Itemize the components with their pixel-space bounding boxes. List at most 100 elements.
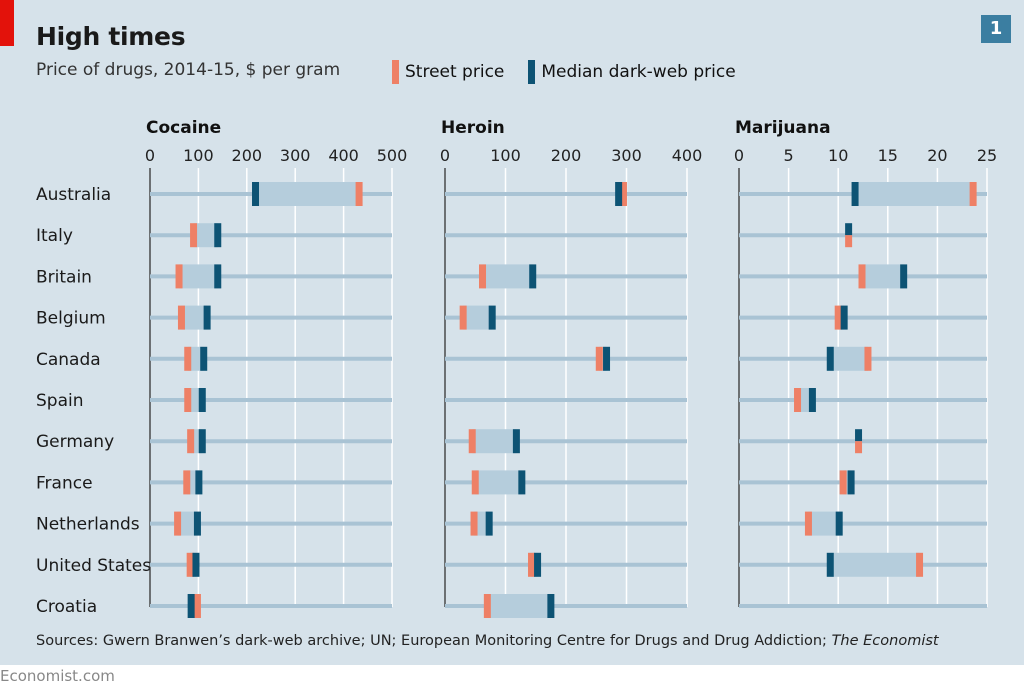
darkweb-marker xyxy=(198,429,206,454)
darkweb-marker xyxy=(252,182,260,206)
tick-label: 100 xyxy=(490,146,521,165)
street-marker xyxy=(834,305,842,330)
street-marker xyxy=(184,388,192,412)
darkweb-marker xyxy=(851,182,859,206)
chart-subtitle: Price of drugs, 2014-15, $ per gram xyxy=(36,60,341,80)
legend-street: Street price xyxy=(392,60,504,84)
panel-title: Cocaine xyxy=(146,118,221,138)
source-note: Sources: Gwern Branwen’s dark-web archiv… xyxy=(36,633,939,649)
darkweb-marker xyxy=(518,470,526,495)
range-bar xyxy=(190,429,203,454)
street-marker xyxy=(183,470,191,495)
darkweb-marker xyxy=(840,305,848,330)
darkweb-marker xyxy=(808,388,816,412)
darkweb-marker xyxy=(485,511,493,536)
darkweb-marker xyxy=(203,305,211,330)
darkweb-marker xyxy=(192,552,200,577)
tick-label: 5 xyxy=(784,146,794,165)
range-bar xyxy=(482,264,533,289)
country-label: United States xyxy=(36,556,151,576)
range-bar xyxy=(862,264,904,289)
range-bar xyxy=(797,388,813,412)
tick-label: 200 xyxy=(551,146,582,165)
country-label: France xyxy=(36,473,93,493)
darkweb-marker xyxy=(547,594,555,618)
panel-title: Marijuana xyxy=(735,118,831,138)
country-label: Germany xyxy=(36,432,114,452)
tick-label: 300 xyxy=(611,146,642,165)
chart-title: High times xyxy=(36,22,186,51)
tick-label: 500 xyxy=(377,146,408,165)
range-bar xyxy=(843,470,852,495)
tick-label: 15 xyxy=(878,146,898,165)
darkweb-marker xyxy=(195,470,203,495)
street-marker xyxy=(916,552,924,577)
street-marker xyxy=(845,235,853,248)
tick-label: 0 xyxy=(440,146,450,165)
legend-street-swatch xyxy=(392,60,399,84)
darkweb-marker xyxy=(187,594,195,618)
range-bar xyxy=(599,346,607,371)
street-marker xyxy=(804,511,812,536)
darkweb-marker xyxy=(488,305,496,330)
street-marker xyxy=(355,182,363,206)
darkweb-marker xyxy=(615,182,623,206)
darkweb-marker xyxy=(826,346,834,371)
tick-label: 25 xyxy=(977,146,997,165)
range-bar xyxy=(830,552,920,577)
range-bar xyxy=(193,223,218,248)
country-label: Britain xyxy=(36,267,92,287)
street-marker xyxy=(187,429,195,454)
tick-label: 0 xyxy=(145,146,155,165)
darkweb-marker xyxy=(847,470,855,495)
street-marker xyxy=(190,223,198,248)
range-bar xyxy=(181,305,208,330)
street-marker xyxy=(186,552,194,577)
darkweb-marker xyxy=(512,429,520,454)
street-marker xyxy=(528,552,536,577)
darkweb-marker xyxy=(214,264,222,289)
street-marker xyxy=(468,429,476,454)
footer-credit: Economist.com xyxy=(0,667,115,685)
tick-label: 300 xyxy=(280,146,311,165)
range-bar xyxy=(830,346,868,371)
darkweb-marker xyxy=(534,552,542,577)
range-bar xyxy=(855,182,974,206)
range-bar xyxy=(179,264,218,289)
legend: Street price Median dark-web price xyxy=(392,60,760,84)
darkweb-marker xyxy=(214,223,222,248)
legend-darkweb: Median dark-web price xyxy=(528,60,736,84)
street-marker xyxy=(483,594,491,618)
panel-title: Heroin xyxy=(441,118,505,138)
street-marker xyxy=(864,346,872,371)
street-marker xyxy=(855,441,863,454)
chart-plot: Australia Italy Britain Belgium Canada Spain G… xyxy=(36,118,997,618)
street-marker xyxy=(175,264,183,289)
range-bar xyxy=(177,511,198,536)
chart-number-badge: 1 xyxy=(981,15,1011,43)
tick-label: 200 xyxy=(232,146,263,165)
darkweb-marker xyxy=(193,511,201,536)
darkweb-marker xyxy=(855,429,863,442)
country-label: Australia xyxy=(36,185,111,205)
darkweb-marker xyxy=(835,511,843,536)
darkweb-marker xyxy=(198,388,206,412)
source-text: Sources: Gwern Branwen’s dark-web archiv… xyxy=(36,633,832,649)
source-italic: The Economist xyxy=(831,633,939,649)
street-marker xyxy=(839,470,847,495)
country-label: Croatia xyxy=(36,597,97,617)
darkweb-marker xyxy=(826,552,834,577)
country-label: Spain xyxy=(36,391,84,411)
street-marker xyxy=(174,511,182,536)
street-marker xyxy=(177,305,185,330)
range-bar xyxy=(187,346,204,371)
tick-label: 400 xyxy=(672,146,703,165)
street-marker xyxy=(794,388,802,412)
tick-label: 10 xyxy=(828,146,848,165)
range-bar xyxy=(472,429,517,454)
street-marker xyxy=(619,182,627,206)
range-bar xyxy=(255,182,360,206)
street-marker xyxy=(969,182,977,206)
street-marker xyxy=(595,346,603,371)
range-bar xyxy=(475,470,522,495)
